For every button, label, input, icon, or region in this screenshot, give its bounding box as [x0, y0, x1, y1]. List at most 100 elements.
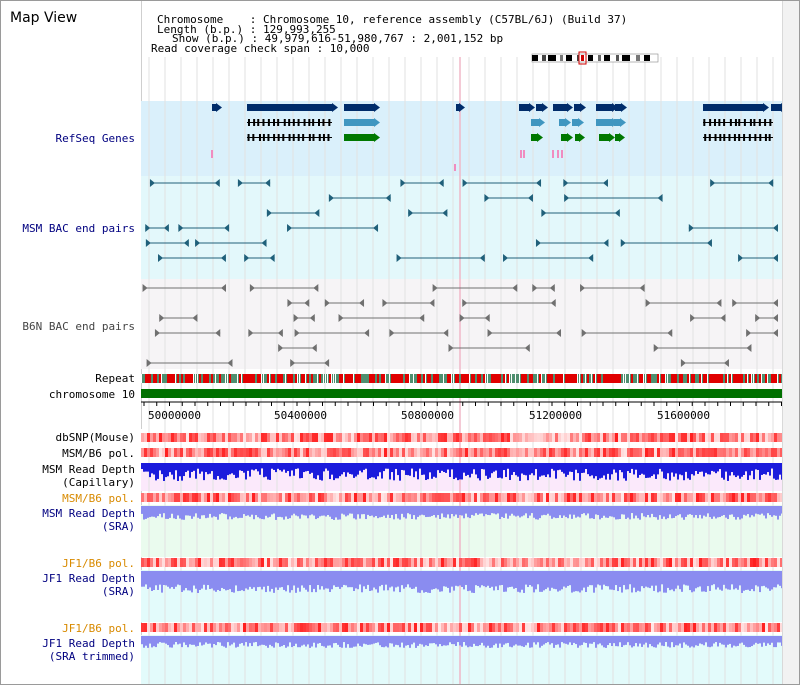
read-depth-bar	[487, 571, 489, 586]
read-depth-bar	[529, 463, 531, 475]
read-depth-bar	[473, 463, 475, 470]
polymorphism-cell	[663, 433, 666, 442]
read-depth-bar	[145, 636, 147, 646]
read-depth-bar	[303, 571, 305, 588]
read-depth-bar	[735, 636, 737, 647]
read-depth-bar	[313, 463, 315, 479]
track-label-b6n-bac[interactable]: B6N BAC end pairs	[22, 320, 135, 333]
polymorphism-cell	[591, 558, 594, 567]
polymorphism-cell	[642, 448, 645, 457]
read-depth-bar	[639, 636, 641, 644]
repeat-element	[477, 374, 479, 383]
polymorphism-cell	[450, 493, 453, 502]
read-depth-bar	[597, 636, 599, 645]
polymorphism-cell	[411, 433, 414, 442]
polymorphism-cell	[429, 493, 432, 502]
repeat-gap	[645, 374, 646, 383]
track-label-msm-bac[interactable]: MSM BAC end pairs	[22, 222, 135, 235]
polymorphism-cell	[495, 448, 498, 457]
polymorphism-cell	[759, 448, 762, 457]
polymorphism-cell	[693, 623, 696, 632]
b6n-bac-pair-end	[313, 284, 319, 292]
polymorphism-cell	[576, 448, 579, 457]
repeat-element	[521, 374, 523, 383]
read-depth-bar	[405, 636, 407, 646]
read-depth-bar	[245, 571, 247, 589]
read-depth-bar	[499, 463, 501, 478]
read-depth-bar	[681, 571, 683, 592]
read-depth-bar	[571, 571, 573, 593]
read-depth-bar	[657, 636, 659, 645]
read-depth-bar	[609, 571, 611, 590]
polymorphism-cell	[405, 558, 408, 567]
polymorphism-cell	[477, 448, 480, 457]
read-depth-bar	[677, 571, 679, 586]
read-depth-bar	[717, 571, 719, 588]
polymorphism-cell	[516, 448, 519, 457]
polymorphism-cell	[519, 558, 522, 567]
polymorphism-cell	[507, 433, 510, 442]
repeat-element	[383, 374, 385, 383]
read-depth-bar	[361, 636, 363, 647]
read-depth-bar	[419, 571, 421, 593]
polymorphism-cell	[192, 623, 195, 632]
polymorphism-cell	[246, 493, 249, 502]
polymorphism-cell	[261, 623, 264, 632]
read-depth-bar	[667, 636, 669, 647]
read-depth-bar	[331, 571, 333, 590]
polymorphism-cell	[477, 493, 480, 502]
read-depth-bar	[253, 571, 255, 588]
read-depth-bar	[497, 506, 499, 514]
repeat-element	[307, 374, 309, 383]
read-depth-bar	[391, 636, 393, 644]
polymorphism-cell	[351, 433, 354, 442]
read-depth-bar	[231, 463, 233, 474]
read-depth-bar	[775, 506, 777, 516]
vertical-scrollbar[interactable]	[782, 1, 799, 684]
polymorphism-cell	[648, 433, 651, 442]
polymorphism-cell	[609, 623, 612, 632]
read-depth-bar	[235, 463, 237, 479]
gene-exon	[262, 119, 265, 126]
read-depth-bar	[381, 506, 383, 517]
read-depth-bar	[225, 636, 227, 648]
repeat-element	[205, 374, 207, 383]
read-depth-bar	[265, 506, 267, 516]
read-depth-bar	[585, 571, 587, 593]
repeat-element	[397, 374, 399, 383]
repeat-gap	[689, 374, 690, 383]
polymorphism-cell	[312, 493, 315, 502]
read-depth-bar	[367, 636, 369, 645]
read-depth-bar	[309, 636, 311, 648]
polymorphism-cell	[387, 493, 390, 502]
ideogram-band	[588, 55, 593, 61]
read-depth-bar	[505, 506, 507, 514]
polymorphism-cell	[156, 623, 159, 632]
read-depth-bar	[699, 463, 701, 472]
polymorphism-cell	[252, 493, 255, 502]
polymorphism-cell	[306, 448, 309, 457]
repeat-gap	[643, 374, 644, 383]
read-depth-bar	[521, 636, 523, 647]
polymorphism-cell	[372, 493, 375, 502]
read-depth-bar	[301, 636, 303, 646]
polymorphism-cell	[426, 558, 429, 567]
read-depth-bar	[735, 463, 737, 478]
polymorphism-cell	[444, 433, 447, 442]
track-label-refseq[interactable]: RefSeq Genes	[55, 132, 135, 145]
read-depth-bar	[253, 463, 255, 471]
polymorphism-cell	[471, 558, 474, 567]
read-depth-bar	[625, 506, 627, 519]
polymorphism-cell	[738, 493, 741, 502]
polymorphism-cell	[438, 448, 441, 457]
polymorphism-cell	[393, 493, 396, 502]
read-depth-bar	[675, 636, 677, 646]
read-depth-bar	[595, 571, 597, 588]
read-depth-bar	[623, 636, 625, 646]
read-depth-bar	[441, 636, 443, 647]
polymorphism-cell	[222, 433, 225, 442]
polymorphism-cell	[414, 448, 417, 457]
repeat-element	[341, 374, 343, 383]
polymorphism-cell	[582, 558, 585, 567]
